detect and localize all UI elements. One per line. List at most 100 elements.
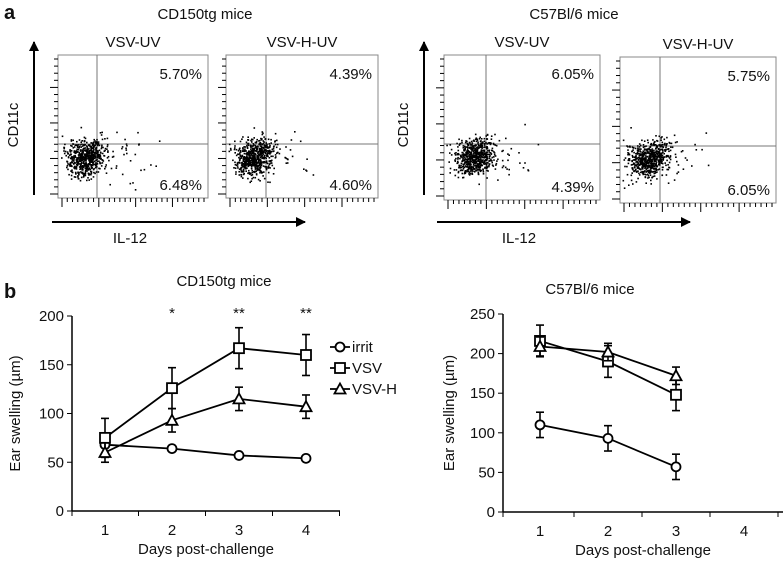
event-dot (501, 150, 503, 153)
event-dot (467, 153, 470, 155)
event-dot (634, 164, 637, 166)
event-dot (87, 149, 89, 151)
event-dot (466, 150, 468, 152)
event-dot (476, 139, 479, 142)
event-dot (655, 156, 657, 158)
event-dot (638, 157, 640, 159)
event-dot (83, 174, 85, 177)
event-dot (81, 162, 83, 164)
event-dot (479, 169, 481, 172)
event-dot (78, 152, 81, 154)
event-dot (66, 160, 68, 163)
event-dot (132, 182, 134, 184)
event-dot (629, 146, 631, 148)
event-dot (482, 141, 484, 143)
event-dot (653, 151, 656, 154)
event-dot (497, 158, 499, 161)
event-dot (101, 138, 104, 141)
event-dot (657, 153, 659, 156)
event-dot (241, 161, 243, 164)
event-dot (256, 148, 259, 150)
event-dot (695, 149, 698, 151)
event-dot (472, 163, 475, 165)
event-dot (508, 173, 510, 176)
event-dot (508, 168, 510, 171)
event-dot (258, 158, 260, 161)
event-dot (81, 160, 83, 162)
flow-plot: VSV-H-UV5.75%6.05% (612, 36, 777, 212)
event-dot (482, 142, 484, 145)
event-dot (256, 168, 259, 170)
event-dot (488, 156, 491, 158)
event-dot (253, 162, 255, 164)
event-dot (652, 170, 655, 173)
event-dot (235, 173, 237, 175)
event-dot (266, 162, 269, 165)
event-dot (254, 166, 256, 168)
event-dot (61, 157, 63, 159)
event-dot (73, 146, 76, 148)
event-dot (641, 151, 644, 154)
event-dot (474, 168, 476, 171)
event-dot (655, 135, 657, 137)
event-dot (107, 151, 109, 153)
event-dot (469, 165, 471, 167)
event-dot (259, 153, 261, 156)
event-dot (243, 166, 246, 169)
event-dot (639, 160, 642, 163)
event-dot (80, 154, 83, 156)
event-dot (640, 153, 643, 155)
event-dot (260, 155, 263, 157)
event-dot (666, 136, 668, 139)
event-dot (461, 139, 463, 142)
event-dot (650, 160, 652, 163)
flow-plot: VSV-UV6.05%4.39% (436, 34, 601, 209)
event-dot (463, 172, 466, 175)
event-dot (87, 152, 89, 154)
event-dot (92, 164, 94, 167)
event-dot (267, 150, 269, 152)
event-dot (260, 150, 262, 152)
event-dot (244, 162, 246, 164)
event-dot (638, 146, 641, 148)
event-dot (69, 165, 71, 167)
event-dot (634, 169, 636, 172)
event-dot (467, 146, 469, 148)
significance-marker: ** (300, 305, 312, 322)
event-dot (267, 181, 269, 183)
event-dot (623, 187, 626, 189)
event-dot (86, 168, 88, 170)
event-dot (251, 149, 253, 152)
event-dot (259, 143, 261, 146)
event-dot (260, 164, 263, 167)
event-dot (489, 152, 492, 154)
event-dot (482, 154, 485, 157)
event-dot (487, 170, 489, 172)
event-dot (626, 145, 628, 147)
event-dot (83, 136, 86, 139)
event-dot (78, 156, 81, 159)
event-dot (662, 166, 664, 169)
event-dot (73, 150, 76, 152)
event-dot (479, 162, 482, 165)
event-dot (466, 151, 468, 154)
y-tick-label: 0 (56, 503, 64, 520)
event-dot (642, 173, 644, 176)
event-dot (123, 153, 125, 156)
event-dot (663, 138, 666, 141)
event-dot (454, 174, 457, 177)
event-dot (234, 145, 236, 147)
event-dot (476, 168, 478, 170)
event-dot (95, 149, 97, 152)
event-dot (74, 162, 77, 164)
event-dot (472, 159, 474, 161)
data-point-triangle (298, 399, 314, 413)
event-dot (648, 170, 651, 172)
event-dot (642, 163, 645, 166)
event-dot (449, 144, 452, 146)
event-dot (481, 143, 483, 145)
event-dot (276, 143, 279, 146)
event-dot (246, 152, 248, 154)
event-dot (472, 146, 475, 149)
